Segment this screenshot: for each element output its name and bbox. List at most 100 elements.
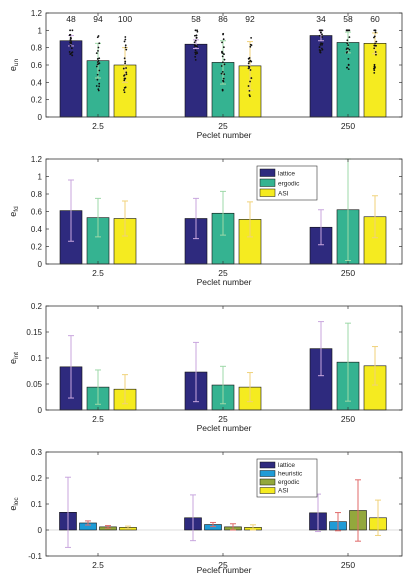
y-tick-label: 0.6 [31, 208, 43, 217]
data-point [221, 61, 224, 64]
count-label: 86 [218, 14, 228, 24]
data-point [318, 46, 321, 49]
data-point [70, 47, 73, 50]
data-point [96, 73, 99, 76]
bar [363, 43, 387, 118]
data-point [123, 57, 126, 60]
data-point [69, 44, 72, 47]
data-point [346, 42, 349, 45]
data-point [123, 79, 126, 82]
data-point [69, 39, 72, 42]
axes-box [45, 451, 403, 557]
data-point [193, 41, 196, 44]
data-point [248, 57, 251, 59]
data-point [321, 43, 323, 46]
data-point [125, 67, 127, 69]
legend-swatch [259, 168, 276, 177]
data-point [69, 33, 72, 36]
data-point [196, 29, 198, 32]
data-point [221, 50, 223, 53]
data-point [247, 67, 250, 70]
data-point [221, 89, 224, 92]
data-point [220, 72, 223, 75]
y-tick-label: 0.8 [31, 44, 43, 53]
data-point [373, 35, 376, 38]
x-tick-label: 250 [341, 414, 355, 424]
y-tick-label: 0.2 [31, 302, 43, 311]
x-axis-label: Peclet number [197, 565, 252, 575]
bar [184, 43, 208, 118]
data-point [222, 46, 225, 49]
x-tick-label: 25 [218, 268, 228, 278]
data-point [98, 82, 101, 85]
data-point [69, 29, 71, 32]
data-point [124, 62, 126, 65]
x-tick-label: 25 [218, 414, 228, 424]
data-point [70, 51, 73, 54]
y-tick-label: 0.8 [31, 190, 43, 199]
data-point [374, 42, 376, 45]
data-point [374, 31, 377, 34]
data-point [320, 47, 323, 50]
data-point [95, 65, 98, 68]
data-point [346, 29, 349, 32]
data-point [193, 34, 196, 37]
y-tick-label: 0 [38, 406, 43, 415]
legend-label: ASI [278, 488, 289, 495]
legend-swatch [259, 487, 276, 494]
data-point [124, 46, 127, 49]
y-tick-label: 0 [38, 113, 43, 122]
data-point [95, 85, 98, 87]
data-point [346, 66, 349, 69]
data-point [222, 38, 225, 41]
data-point [96, 78, 99, 81]
data-point [124, 77, 127, 80]
data-point [248, 89, 251, 92]
data-point [373, 44, 376, 47]
data-point [124, 60, 127, 63]
count-label: 58 [191, 14, 201, 24]
y-tick-label: 0.05 [26, 380, 42, 389]
data-point [125, 48, 128, 51]
legend-label: ergodic [278, 181, 300, 188]
y-tick-label: 0.6 [31, 61, 43, 70]
legend-label: lattice [278, 171, 295, 178]
bar [309, 35, 333, 118]
data-point [97, 88, 100, 91]
y-tick-label: 0 [38, 260, 43, 269]
data-point [347, 44, 350, 47]
data-point [374, 66, 376, 69]
chart-panel-4: -0.1 0 0.1 0.2 0.3 2.5 25 250 Peclet number eloc l… [8, 448, 403, 575]
legend-swatch [259, 178, 276, 187]
data-point [97, 46, 100, 49]
data-point [249, 69, 252, 71]
data-point [248, 60, 251, 63]
data-point [194, 39, 197, 42]
y-tick-label: -0.1 [28, 552, 42, 561]
data-point [195, 36, 198, 39]
data-point [221, 55, 224, 58]
data-point [318, 34, 321, 37]
data-point [223, 58, 226, 61]
data-point [96, 36, 99, 39]
data-point [375, 40, 378, 43]
data-point [98, 42, 101, 45]
chart-panel-3: 0 0.05 0.1 0.15 0.2 2.5 25 250 Peclet number eint [8, 302, 403, 433]
data-point [348, 36, 351, 39]
y-tick-label: 1.2 [31, 155, 43, 164]
y-tick-label: 0.2 [31, 243, 43, 252]
y-tick-label: 0.3 [31, 448, 43, 457]
data-point [124, 44, 127, 47]
x-tick-label: 250 [341, 268, 355, 278]
data-point [374, 51, 377, 53]
legend-swatch [259, 461, 276, 469]
data-point [95, 52, 98, 55]
y-axis-label: eloc [8, 497, 20, 511]
data-point [348, 48, 351, 51]
data-point [249, 80, 251, 83]
x-tick-label: 2.5 [92, 268, 104, 278]
data-point [222, 80, 225, 83]
data-point [249, 45, 252, 48]
chart-panel-1: 48 58 34 94 86 58 100 92 60 0 0.2 0.4 0.6 0.8 1 1.2 2.5 2… [8, 9, 403, 140]
